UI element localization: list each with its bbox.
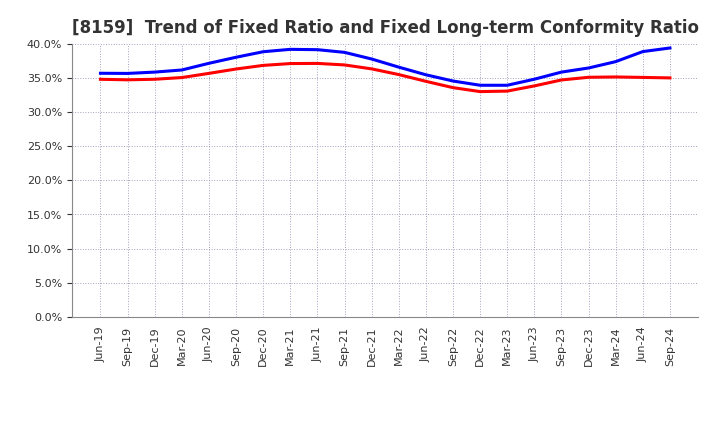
Fixed Long-term Conformity Ratio [584,75,593,80]
Fixed Ratio [421,72,430,77]
Fixed Long-term Conformity Ratio [367,66,376,72]
Fixed Long-term Conformity Ratio [395,72,403,77]
Fixed Ratio [503,83,511,88]
Fixed Ratio [341,50,349,55]
Fixed Long-term Conformity Ratio [286,61,294,66]
Fixed Ratio [123,71,132,76]
Fixed Long-term Conformity Ratio [123,77,132,82]
Fixed Ratio [232,55,240,60]
Fixed Long-term Conformity Ratio [96,77,105,82]
Fixed Ratio [313,47,322,52]
Fixed Ratio [584,66,593,71]
Fixed Ratio [96,71,105,76]
Fixed Ratio [639,49,647,54]
Fixed Long-term Conformity Ratio [476,89,485,94]
Fixed Long-term Conformity Ratio [150,77,159,82]
Fixed Long-term Conformity Ratio [421,79,430,84]
Fixed Long-term Conformity Ratio [341,62,349,68]
Fixed Ratio [150,70,159,75]
Fixed Ratio [286,47,294,52]
Fixed Ratio [395,65,403,70]
Fixed Long-term Conformity Ratio [204,71,213,76]
Title: [8159]  Trend of Fixed Ratio and Fixed Long-term Conformity Ratio: [8159] Trend of Fixed Ratio and Fixed Lo… [72,19,698,37]
Fixed Ratio [557,70,566,75]
Fixed Ratio [530,77,539,82]
Fixed Ratio [611,59,620,64]
Line: Fixed Long-term Conformity Ratio: Fixed Long-term Conformity Ratio [101,63,670,92]
Fixed Long-term Conformity Ratio [449,85,457,90]
Fixed Ratio [449,78,457,84]
Fixed Ratio [178,67,186,73]
Fixed Ratio [367,56,376,62]
Legend: Fixed Ratio, Fixed Long-term Conformity Ratio: Fixed Ratio, Fixed Long-term Conformity … [182,438,588,440]
Fixed Ratio [204,61,213,66]
Fixed Ratio [476,83,485,88]
Fixed Ratio [665,45,674,51]
Fixed Long-term Conformity Ratio [530,83,539,88]
Line: Fixed Ratio: Fixed Ratio [101,48,670,85]
Fixed Long-term Conformity Ratio [665,75,674,81]
Fixed Long-term Conformity Ratio [313,61,322,66]
Fixed Long-term Conformity Ratio [611,74,620,80]
Fixed Long-term Conformity Ratio [232,66,240,72]
Fixed Long-term Conformity Ratio [503,88,511,94]
Fixed Ratio [259,49,268,55]
Fixed Long-term Conformity Ratio [639,75,647,80]
Fixed Long-term Conformity Ratio [178,75,186,80]
Fixed Long-term Conformity Ratio [557,77,566,83]
Fixed Long-term Conformity Ratio [259,63,268,68]
